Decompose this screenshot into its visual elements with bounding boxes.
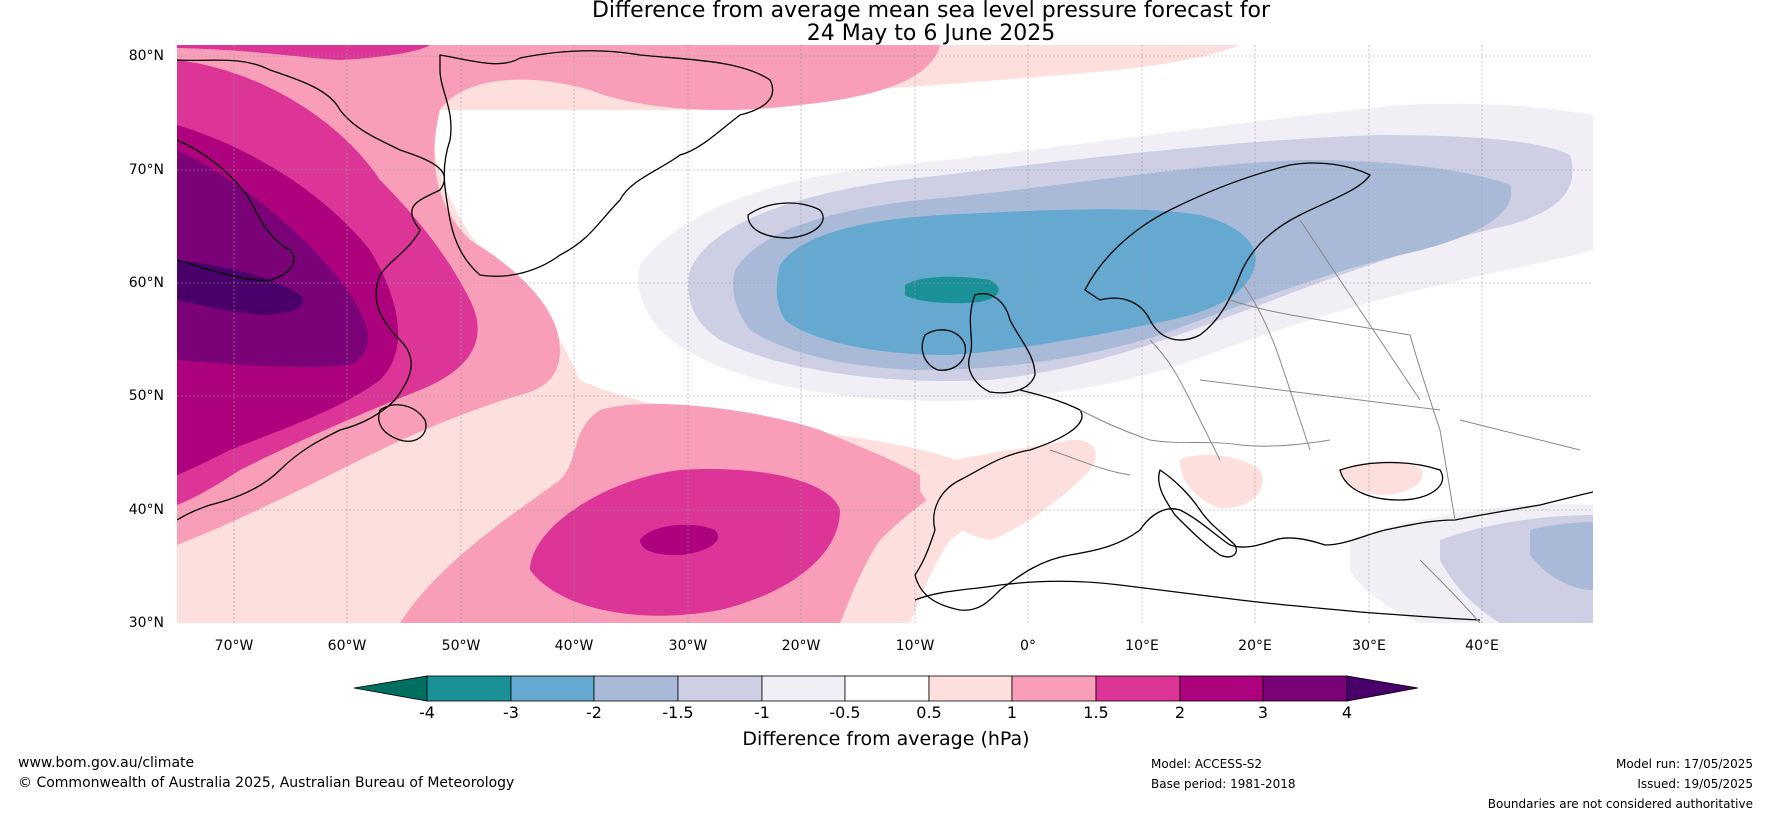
italy-coastline	[1158, 469, 1237, 558]
footer-model-run: Model run: 17/05/2025	[1615, 757, 1753, 771]
colorbar-segment-15-2	[1095, 675, 1181, 702]
footer-base-period: Base period: 1981-2018	[1151, 777, 1296, 791]
negative-anomaly-3-north-atlantic	[905, 276, 999, 304]
positive-anomaly-0.5-iberia	[920, 439, 1097, 540]
footer-copyright: © Commonwealth of Australia 2025, Austra…	[18, 775, 515, 791]
lon-label-60w: 60°W	[327, 638, 367, 654]
lat-label-60n: 60°N	[128, 275, 164, 291]
positive-anomaly-2-south	[640, 524, 719, 556]
lon-label-10e: 10°E	[1125, 638, 1159, 654]
lat-label-30n: 30°N	[128, 615, 164, 631]
coastlines	[177, 50, 1593, 621]
positive-anomaly-3-west	[177, 150, 369, 368]
colorbar-tick-m4: -4	[419, 703, 435, 722]
continental-europe-coastline	[914, 389, 1593, 611]
colorbar-tick-1: 1	[1006, 703, 1018, 722]
footer-model: Model: ACCESS-S2	[1151, 757, 1263, 771]
lon-label-10w: 10°W	[895, 638, 935, 654]
colorbar-extend-low	[353, 675, 428, 702]
colorbar-segment-05-1	[928, 675, 1013, 702]
colorbar-extend-high	[1346, 675, 1419, 702]
footer-issued: Issued: 19/05/2025	[1637, 777, 1753, 791]
colorbar	[353, 675, 1419, 702]
colorbar-segment-m1-m05	[761, 675, 846, 702]
lon-label-20w: 20°W	[781, 638, 821, 654]
footer-website: www.bom.gov.au/climate	[18, 755, 195, 771]
colorbar-tick-m3: -3	[503, 703, 519, 722]
great-britain-coastline	[968, 293, 1036, 394]
colorbar-tick-m2: -2	[586, 703, 602, 722]
black-sea-coastline	[1339, 461, 1444, 501]
chart-title-line-1: Difference from average mean sea level p…	[591, 0, 1271, 23]
newfoundland-coastline	[378, 404, 427, 442]
north-africa-coastline	[914, 580, 1481, 621]
lat-label-80n: 80°N	[128, 48, 164, 64]
colorbar-tick-2: 2	[1174, 703, 1186, 722]
lon-label-30e: 30°E	[1352, 638, 1386, 654]
colorbar-segment-m05-05	[844, 675, 930, 702]
positive-anomaly-0.5-italy	[1180, 454, 1263, 509]
ireland-coastline	[921, 329, 967, 371]
chart-title-line-2: 24 May to 6 June 2025	[806, 21, 1056, 46]
colorbar-tick-4: 4	[1341, 703, 1353, 722]
colorbar-label: Difference from average (hPa)	[742, 728, 1030, 750]
lon-label-70w: 70°W	[214, 638, 254, 654]
colorbar-tick-15: 1.5	[1083, 703, 1109, 722]
political-borders	[1049, 219, 1581, 623]
colorbar-segment-1-15	[1011, 675, 1097, 702]
positive-anomaly-4-west	[177, 260, 304, 315]
lon-label-50w: 50°W	[441, 638, 481, 654]
positive-anomaly-0.5-turkey	[1340, 461, 1423, 495]
lat-label-40n: 40°N	[128, 502, 164, 518]
canada-coastline	[177, 59, 446, 521]
colorbar-segment-m3-m2	[510, 675, 595, 702]
lon-label-0: 0°	[1020, 638, 1036, 654]
greenland-coastline	[439, 50, 774, 277]
colorbar-segment-m2-m15	[593, 675, 679, 702]
colorbar-tick-05: 0.5	[916, 703, 942, 722]
negative-anomaly-2-europe	[776, 209, 1256, 355]
colorbar-segment-m4-m3	[426, 675, 512, 702]
negative-anomaly-1.5-east-med	[1530, 522, 1593, 590]
map-plot-area	[177, 45, 1593, 623]
lon-label-30w: 30°W	[668, 638, 708, 654]
lon-label-40e: 40°E	[1465, 638, 1499, 654]
colorbar-segment-2-3	[1179, 675, 1264, 702]
colorbar-tick-m15: -1.5	[662, 703, 694, 722]
colorbar-segment-m15-m1	[677, 675, 763, 702]
lon-label-20e: 20°E	[1238, 638, 1272, 654]
footer-disclaimer: Boundaries are not considered authoritat…	[1487, 797, 1753, 811]
lat-label-70n: 70°N	[128, 162, 164, 178]
colorbar-tick-m05: -0.5	[829, 703, 861, 722]
baffin-coastline	[177, 139, 295, 281]
colorbar-tick-m1: -1	[754, 703, 770, 722]
scandinavia-coastline	[1084, 162, 1371, 341]
lat-label-50n: 50°N	[128, 388, 164, 404]
colorbar-segment-3-4	[1262, 675, 1348, 702]
colorbar-tick-3: 3	[1257, 703, 1269, 722]
lon-label-40w: 40°W	[554, 638, 594, 654]
iceland-coastline	[747, 202, 824, 239]
